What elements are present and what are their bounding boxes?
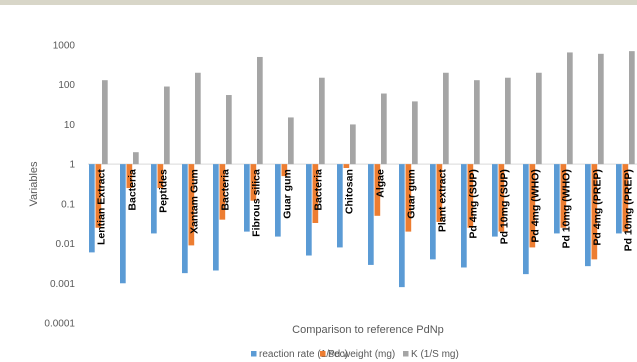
legend-item: K (1/S mg): [403, 349, 459, 360]
bar: [430, 164, 436, 260]
bar: [374, 164, 381, 216]
bar: [381, 93, 387, 165]
bar: [350, 124, 356, 165]
category-label: Pd 10mg (PREP): [622, 169, 634, 251]
bar: [244, 164, 250, 232]
bar: [591, 164, 598, 260]
category-label: Guar gum: [405, 169, 417, 219]
category-label: Pd 10mg (SUP): [498, 169, 510, 244]
category-label: Lentian Extract: [95, 169, 107, 245]
category-label: Guar gum: [281, 169, 293, 219]
bar: [281, 164, 288, 177]
bar: [505, 77, 511, 165]
category-label: Bacteria: [219, 169, 231, 211]
bar: [213, 164, 219, 271]
bar: [536, 72, 542, 165]
bar: [554, 164, 560, 234]
legend-label: Pd weight (mg): [328, 349, 395, 360]
bar: [157, 164, 164, 189]
category-label: Pd 10mg (WHO): [560, 169, 572, 248]
bar: [188, 164, 195, 246]
category-label: Pd 4mg (WHO): [529, 169, 541, 243]
bar: [443, 72, 449, 165]
y-axis-ticks: 1000 100 10 1 0.1 0.01 0.001 0.0001: [44, 41, 75, 330]
bar: [120, 164, 126, 284]
bar: [523, 164, 529, 275]
bar: [337, 164, 343, 248]
bar: [567, 52, 573, 165]
bar: [275, 164, 281, 237]
y-tick-label: 0.1: [61, 199, 75, 210]
bar: [126, 164, 133, 189]
category-label: Pd 4mg (SUP): [467, 169, 479, 238]
bar: [319, 77, 325, 165]
bar: [492, 164, 498, 237]
category-label: Bacteria: [312, 169, 324, 211]
category-label: Pd 4mg (PREP): [591, 169, 603, 245]
bar: [343, 164, 350, 168]
bar: [250, 164, 257, 201]
bar: [405, 164, 412, 232]
y-tick-label: 0.001: [50, 279, 75, 290]
bar: [102, 80, 108, 165]
bar: [436, 164, 443, 222]
bar: [399, 164, 405, 288]
bar: [622, 164, 629, 232]
bar: [616, 164, 622, 234]
bar: [288, 117, 294, 165]
bar: [529, 164, 536, 248]
legend-label: K (1/S mg): [411, 349, 459, 360]
bar: [95, 164, 102, 228]
y-tick-label: 0.01: [56, 239, 76, 250]
bar: [182, 164, 188, 274]
bar: [498, 164, 505, 232]
bar: [598, 53, 604, 165]
legend-swatch: [251, 351, 257, 357]
category-label: Algae: [374, 169, 386, 198]
bar: [585, 164, 591, 267]
legend-item: Pd weight (mg): [320, 349, 395, 360]
x-axis-title: Comparison to reference PdNp: [292, 324, 444, 336]
bar: [164, 86, 170, 165]
bar: [560, 164, 567, 228]
bar: [219, 164, 226, 220]
bar: [467, 164, 474, 228]
y-tick-label: 1000: [53, 41, 76, 52]
bar: [412, 101, 418, 165]
category-labels: Lentian Extract Bacteria Peptides Xantam Gu…: [95, 169, 634, 252]
y-tick-label: 0.0001: [44, 319, 75, 330]
bar: [629, 51, 635, 165]
bar-series: [89, 51, 635, 288]
category-label: Peptides: [157, 169, 169, 213]
y-tick-label: 10: [64, 120, 76, 131]
y-tick-label: 100: [58, 80, 75, 91]
legend-label: reaction rate (1/sec): [259, 349, 348, 360]
top-band: [0, 0, 637, 5]
bar: [257, 56, 263, 165]
category-label: Chitosan: [343, 169, 355, 214]
bar: [306, 164, 312, 256]
category-label: Bacteria: [126, 169, 138, 211]
bar: [89, 164, 95, 253]
bar: [461, 164, 467, 268]
bar: [133, 152, 139, 165]
bar: [312, 164, 319, 223]
category-label: Xantam Gum: [188, 169, 200, 234]
legend: reaction rate (1/sec)Pd weight (mg) K (1/…: [251, 349, 459, 360]
category-label: Plant extract: [436, 169, 448, 233]
legend-item: reaction rate (1/sec): [251, 349, 348, 360]
bar: [151, 164, 157, 234]
y-axis-title: Variables: [28, 161, 40, 207]
legend-swatch: [403, 351, 409, 357]
y-tick-label: 1: [69, 160, 75, 171]
category-label: Fibrous silica: [250, 169, 262, 237]
legend-swatch: [320, 351, 326, 357]
bar: [195, 72, 201, 165]
bar: [368, 164, 374, 265]
bar: [226, 95, 232, 165]
bar: [474, 80, 480, 165]
